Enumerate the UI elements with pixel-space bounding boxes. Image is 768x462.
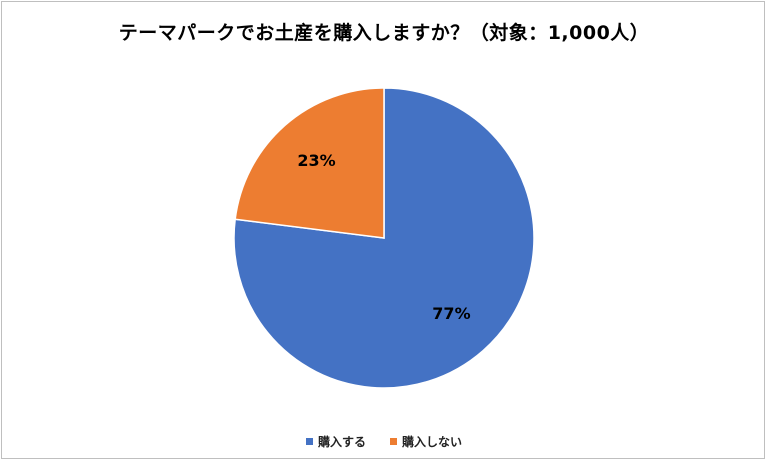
legend-swatch-not-buy	[390, 438, 397, 445]
legend-label-not-buy: 購入しない	[402, 435, 463, 449]
legend-item-buy: 購入する	[305, 433, 366, 450]
chart-title: テーマパークでお土産を購入しますか？（対象：1,000人）	[118, 22, 650, 44]
pie-label-not-buy: 23%	[297, 151, 335, 170]
legend-swatch-buy	[305, 438, 313, 445]
legend-label-buy: 購入する	[317, 435, 366, 449]
pie-label-buy: 77%	[432, 304, 470, 323]
legend: 購入する 購入しない	[0, 433, 768, 450]
pie-slice-not-buy	[234, 87, 385, 239]
legend-item-not-buy: 購入しない	[390, 433, 462, 450]
pie-slice-buy	[233, 87, 535, 389]
